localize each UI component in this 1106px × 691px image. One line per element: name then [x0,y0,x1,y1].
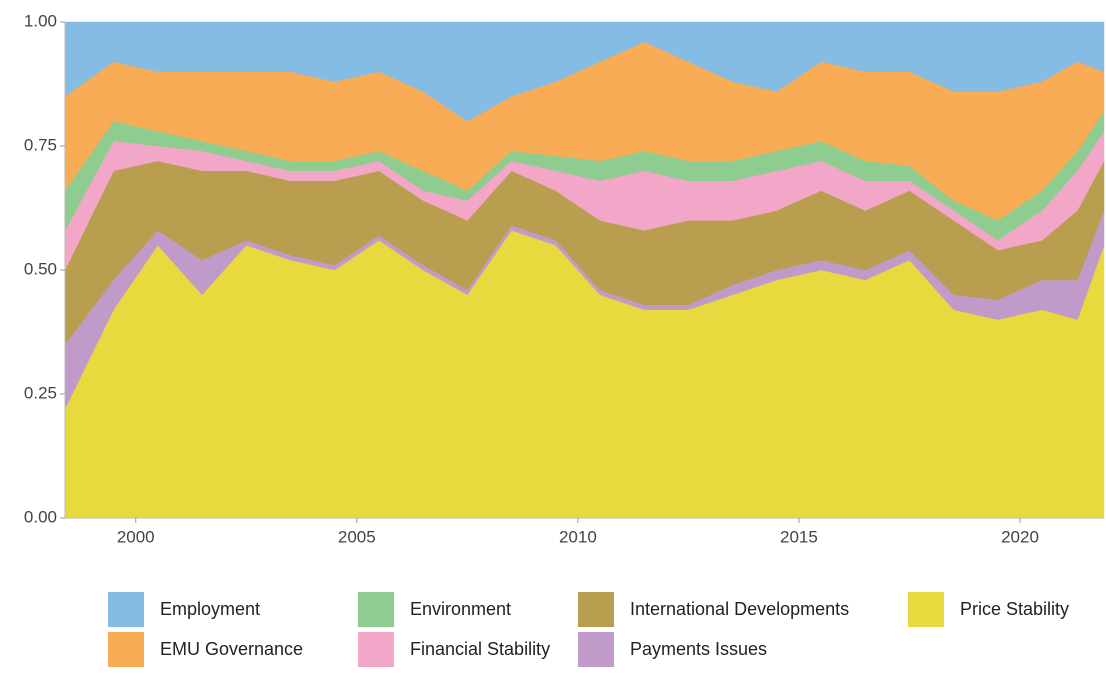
area [64,21,1105,122]
y-tick-label: 1.00 [24,11,57,30]
legend-label: Employment [160,599,260,619]
y-tick-label: 0.75 [24,135,57,154]
y-tick-label: 0.25 [24,383,57,402]
x-tick-label: 2005 [338,527,376,546]
x-tick-label: 2015 [780,527,818,546]
legend-label: Price Stability [960,599,1069,619]
x-tick-label: 2020 [1001,527,1039,546]
x-tick-label: 2010 [559,527,597,546]
legend-swatch [578,592,614,627]
legend-label: Payments Issues [630,639,767,659]
y-tick-label: 0.00 [24,507,57,526]
legend-swatch [578,632,614,667]
legend-label: Environment [410,599,511,619]
legend-label: EMU Governance [160,639,303,659]
legend-label: Financial Stability [410,639,550,659]
legend-swatch [358,592,394,627]
legend-label: International Developments [630,599,849,619]
x-tick-label: 2000 [117,527,155,546]
legend-swatch [108,592,144,627]
legend-swatch [358,632,394,667]
legend-swatch [908,592,944,627]
y-tick-label: 0.50 [24,259,57,278]
legend-swatch [108,632,144,667]
